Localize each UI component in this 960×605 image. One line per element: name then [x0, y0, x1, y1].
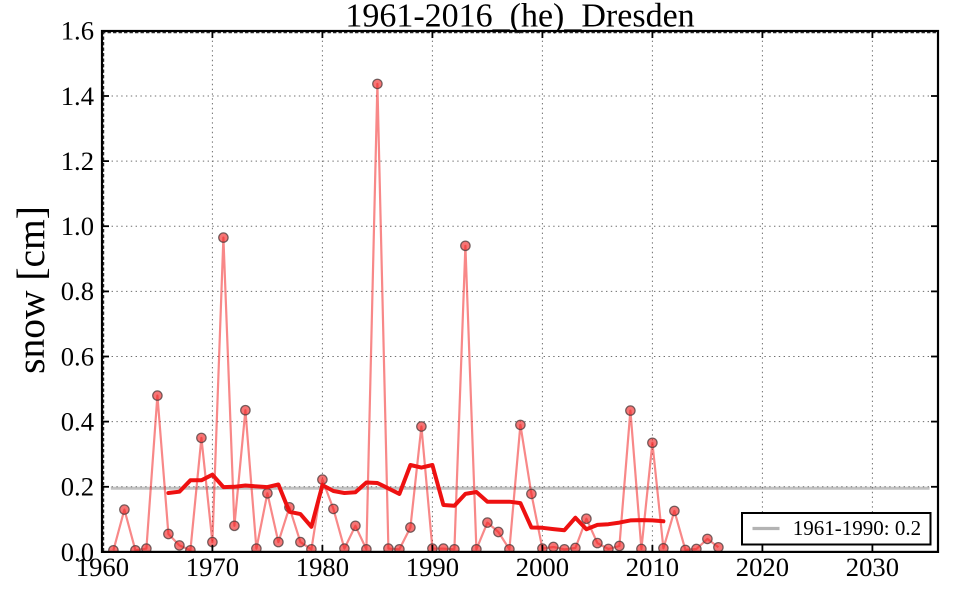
svg-text:0.2: 0.2	[61, 472, 94, 502]
svg-text:1.4: 1.4	[61, 81, 94, 111]
svg-text:2010: 2010	[626, 552, 679, 582]
svg-text:0.4: 0.4	[61, 407, 94, 437]
svg-text:1990: 1990	[406, 552, 459, 582]
svg-text:2020: 2020	[736, 552, 789, 582]
svg-text:1.2: 1.2	[61, 146, 94, 176]
svg-text:1.6: 1.6	[61, 16, 94, 46]
svg-text:0.8: 0.8	[61, 276, 94, 306]
svg-text:snow [cm]: snow [cm]	[9, 206, 53, 374]
svg-text:0.0: 0.0	[61, 537, 94, 567]
svg-text:2000: 2000	[516, 552, 569, 582]
svg-text:1961-2016_(he)_Dresden: 1961-2016_(he)_Dresden	[345, 0, 694, 34]
svg-text:2030: 2030	[846, 552, 899, 582]
svg-text:1970: 1970	[186, 552, 239, 582]
svg-text:1980: 1980	[296, 552, 349, 582]
svg-text:1.0: 1.0	[61, 211, 94, 241]
svg-text:1961-1990: 0.2: 1961-1990: 0.2	[793, 516, 921, 540]
svg-text:1960: 1960	[76, 552, 129, 582]
svg-text:0.6: 0.6	[61, 341, 94, 371]
